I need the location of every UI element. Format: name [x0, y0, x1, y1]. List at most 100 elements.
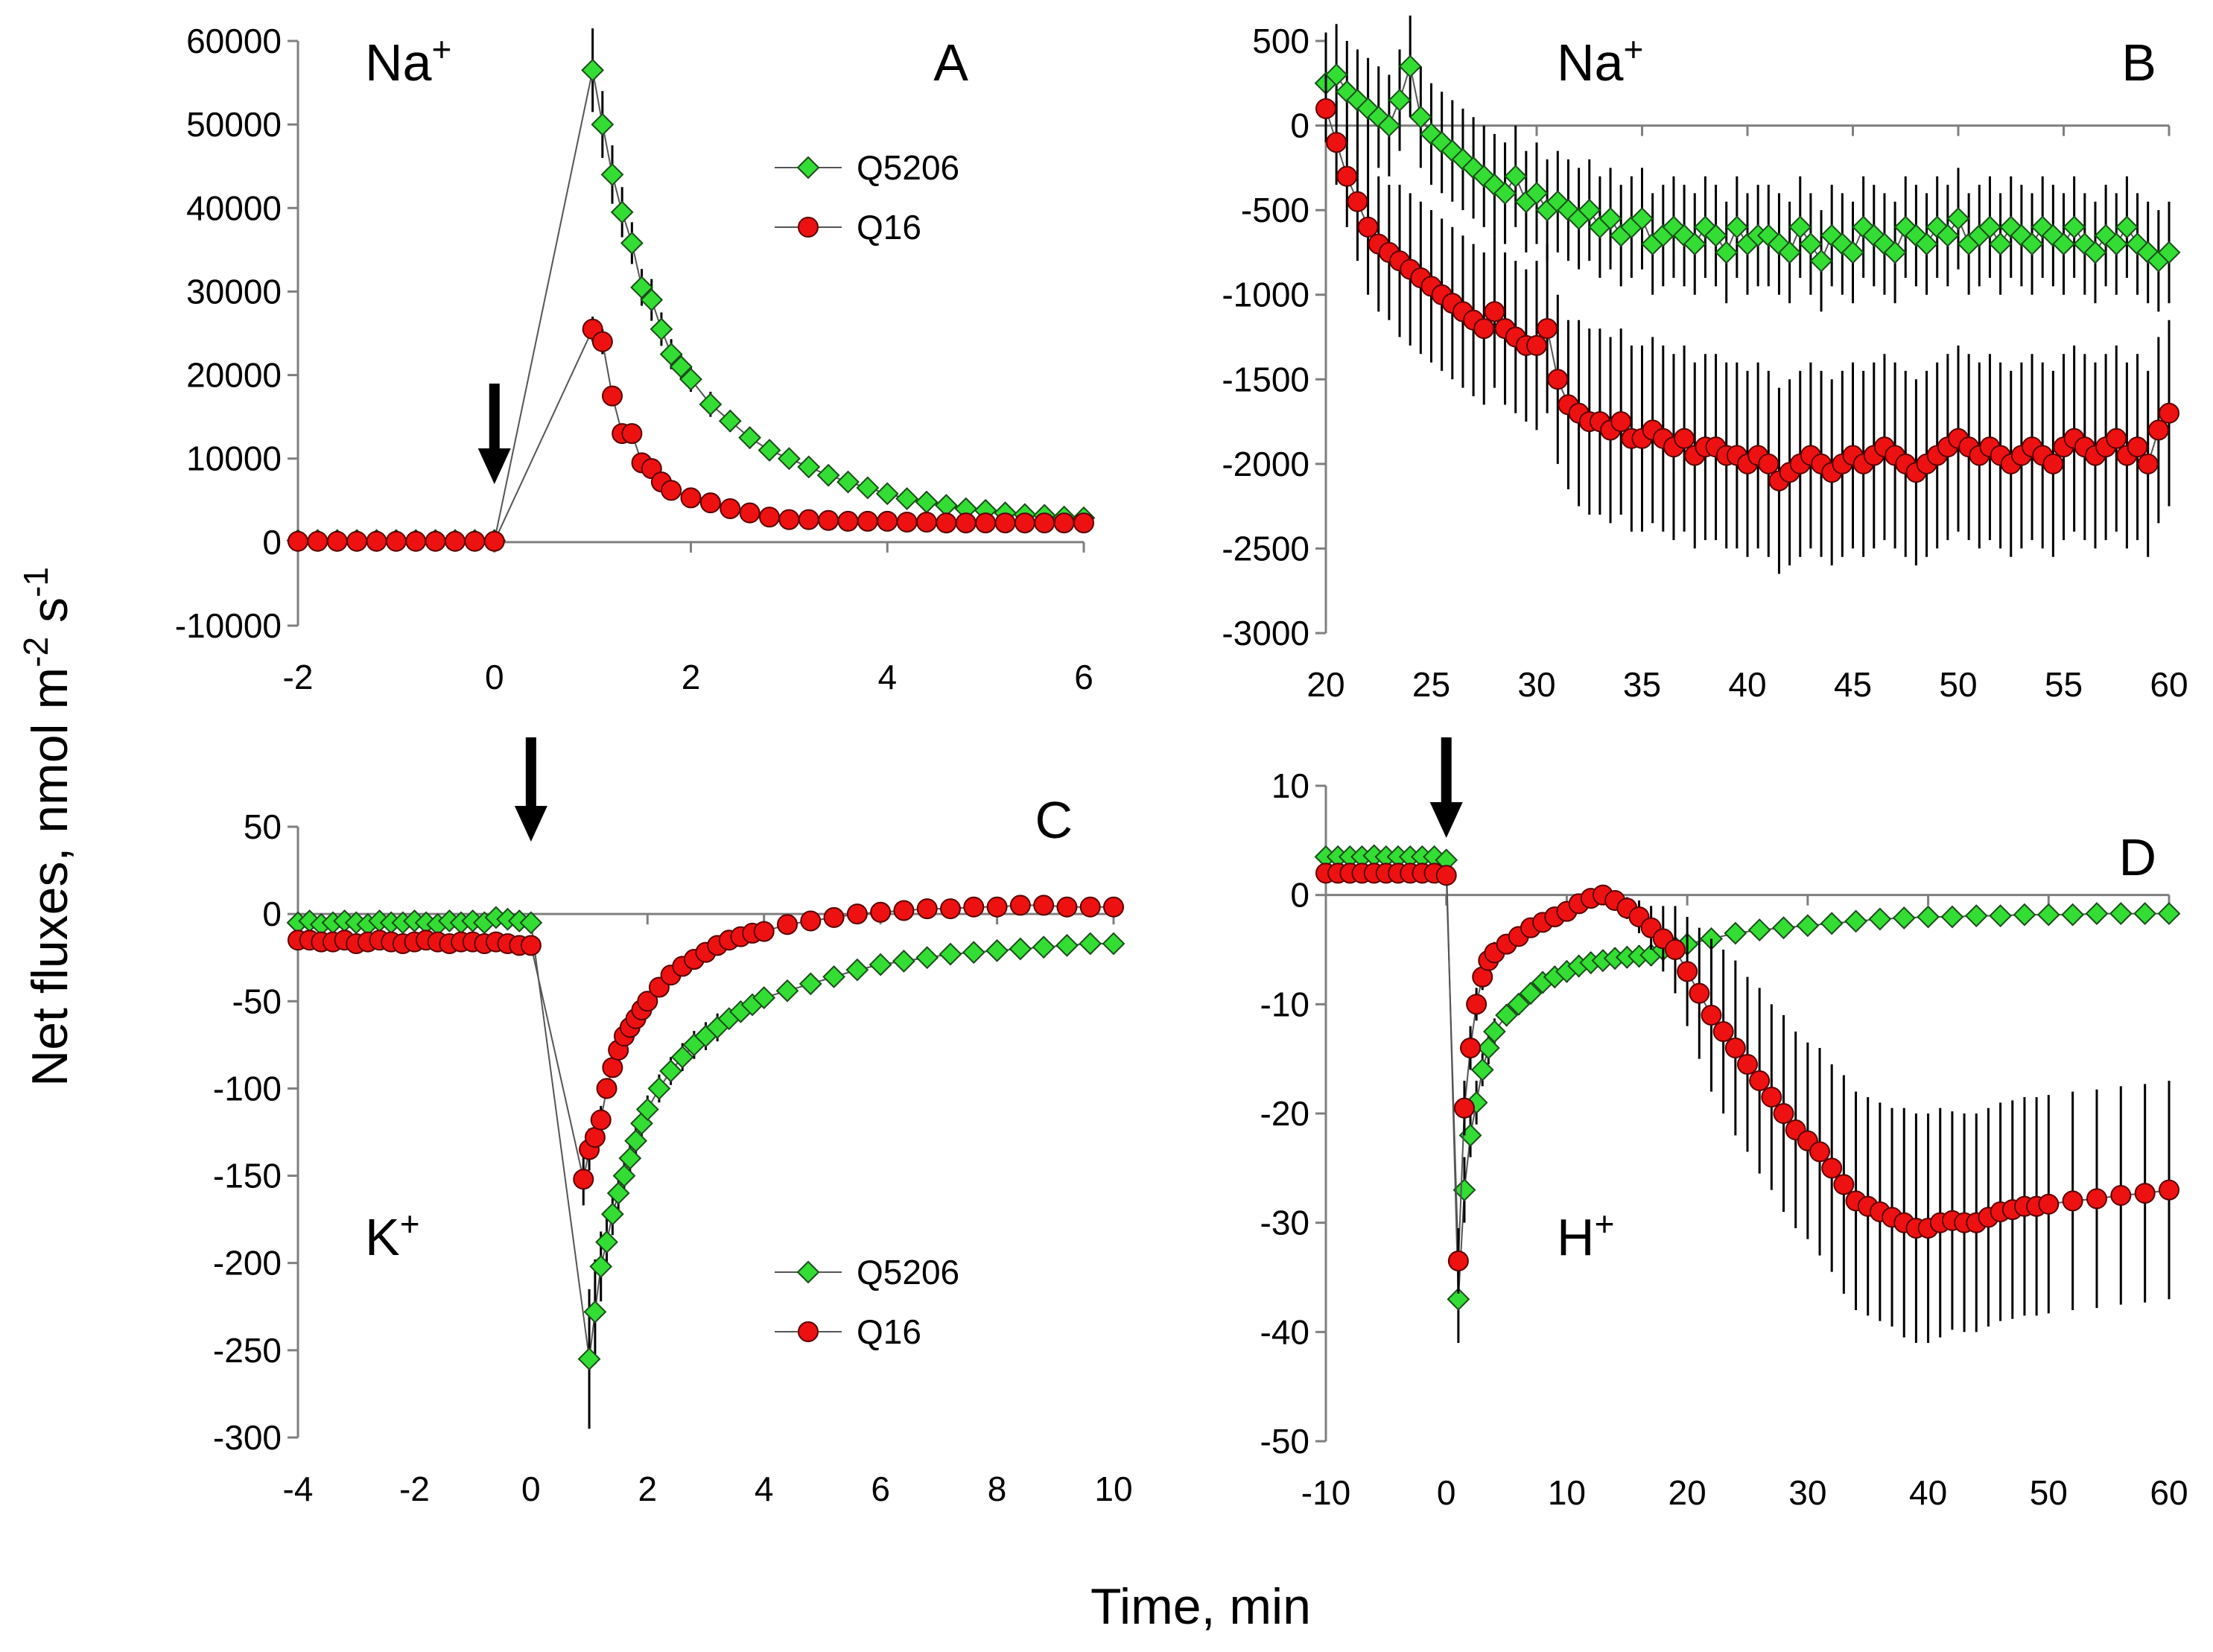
panel-label: B	[2121, 34, 2156, 92]
data-point	[2109, 902, 2133, 926]
data-point	[602, 1057, 623, 1078]
data-point	[1724, 1038, 1746, 1058]
data-point	[1452, 1178, 1476, 1202]
data-point	[519, 911, 543, 935]
data-point	[752, 986, 776, 1010]
x-tick-label: 60	[2150, 665, 2188, 704]
data-point	[1989, 904, 2013, 927]
data-point	[915, 946, 939, 970]
data-point	[1868, 907, 1892, 931]
x-tick-label: 10	[1094, 1470, 1132, 1508]
data-point	[621, 423, 643, 445]
data-point	[1526, 334, 1547, 356]
data-point	[739, 502, 761, 524]
data-point	[483, 530, 505, 552]
data-point	[940, 898, 961, 920]
data-point	[346, 530, 368, 552]
data-point	[2134, 1183, 2156, 1204]
data-point	[1547, 369, 1569, 390]
data-point	[1737, 1054, 1758, 1075]
data-point	[816, 463, 840, 487]
data-point	[1778, 241, 1802, 264]
series-q16	[1315, 862, 2179, 1343]
data-point	[1725, 215, 1749, 239]
data-point	[2013, 903, 2036, 927]
data-point	[1055, 933, 1079, 957]
data-point	[2063, 215, 2086, 239]
legend-label: Q16	[857, 208, 921, 247]
data-point	[1482, 1020, 1506, 1043]
data-point	[1689, 982, 1710, 1004]
data-point	[591, 331, 613, 352]
y-tick-label: 0	[262, 523, 282, 562]
x-tick-label: 60	[2150, 1473, 2188, 1512]
y-tick-label: 60000	[186, 22, 282, 60]
legend-label: Q5206	[857, 1253, 959, 1292]
data-point	[679, 367, 702, 391]
data-point	[846, 903, 868, 925]
data-point	[895, 487, 919, 510]
panel-a: -10000 0 10000 20000 30000 40000 50000 60000 -2 0…	[175, 22, 1096, 696]
data-point	[1484, 301, 1505, 323]
data-point	[800, 910, 822, 932]
data-point	[635, 1098, 659, 1121]
data-point	[385, 530, 407, 552]
data-point	[1079, 896, 1101, 918]
data-point	[1504, 165, 1528, 188]
data-point	[1758, 453, 1779, 474]
data-point	[1610, 411, 1632, 433]
data-point	[2052, 232, 2075, 255]
data-point	[1715, 241, 1739, 264]
data-point	[1315, 98, 1336, 119]
legend-marker	[798, 217, 819, 238]
data-point	[2137, 453, 2159, 474]
data-point	[326, 530, 348, 552]
x-tick-label: 40	[1728, 665, 1766, 704]
data-point	[2086, 1188, 2107, 1210]
x-tick-label: 35	[1623, 665, 1661, 704]
data-point	[620, 231, 644, 255]
x-tick-label: -2	[283, 658, 314, 696]
data-point	[699, 492, 721, 514]
data-point	[856, 476, 880, 500]
panel-label: C	[1035, 791, 1073, 849]
data-point	[1773, 1103, 1794, 1124]
data-point	[1470, 1058, 1494, 1081]
data-point	[1056, 896, 1078, 918]
y-tick-label: -200	[213, 1244, 282, 1283]
data-point	[1347, 191, 1368, 212]
data-point	[1724, 921, 1747, 945]
y-tick-label: -500	[1241, 191, 1309, 229]
x-tick-label: 30	[1788, 1473, 1826, 1512]
y-tick-label: -100	[213, 1069, 282, 1108]
data-point	[2104, 232, 2128, 255]
data-point	[1324, 63, 1348, 86]
data-point	[2061, 903, 2085, 927]
data-point	[637, 991, 658, 1012]
ion-label: H+	[1557, 1204, 1614, 1266]
panel-label: D	[2118, 828, 2156, 886]
data-point	[1978, 215, 2001, 239]
data-point	[1946, 207, 1970, 230]
series-q5206	[286, 28, 1096, 553]
y-tick-label: -3000	[1222, 614, 1309, 652]
data-point	[618, 1146, 642, 1170]
data-point	[2159, 402, 2179, 424]
data-point	[892, 949, 915, 973]
data-point	[777, 914, 798, 935]
data-point	[1032, 935, 1055, 959]
data-point	[307, 530, 328, 552]
treatment-arrow-head	[477, 448, 511, 484]
data-point	[606, 1181, 630, 1205]
data-point	[798, 972, 822, 996]
series-q5206	[1314, 15, 2181, 312]
data-point	[1033, 895, 1055, 916]
x-tick-label: 4	[755, 1470, 774, 1508]
x-tick-label: 4	[877, 658, 897, 696]
data-point	[1796, 914, 1820, 938]
legend-label: Q16	[857, 1312, 921, 1351]
data-point	[1398, 54, 1422, 78]
y-tick-label: -30	[1260, 1204, 1309, 1242]
data-point	[405, 530, 427, 552]
